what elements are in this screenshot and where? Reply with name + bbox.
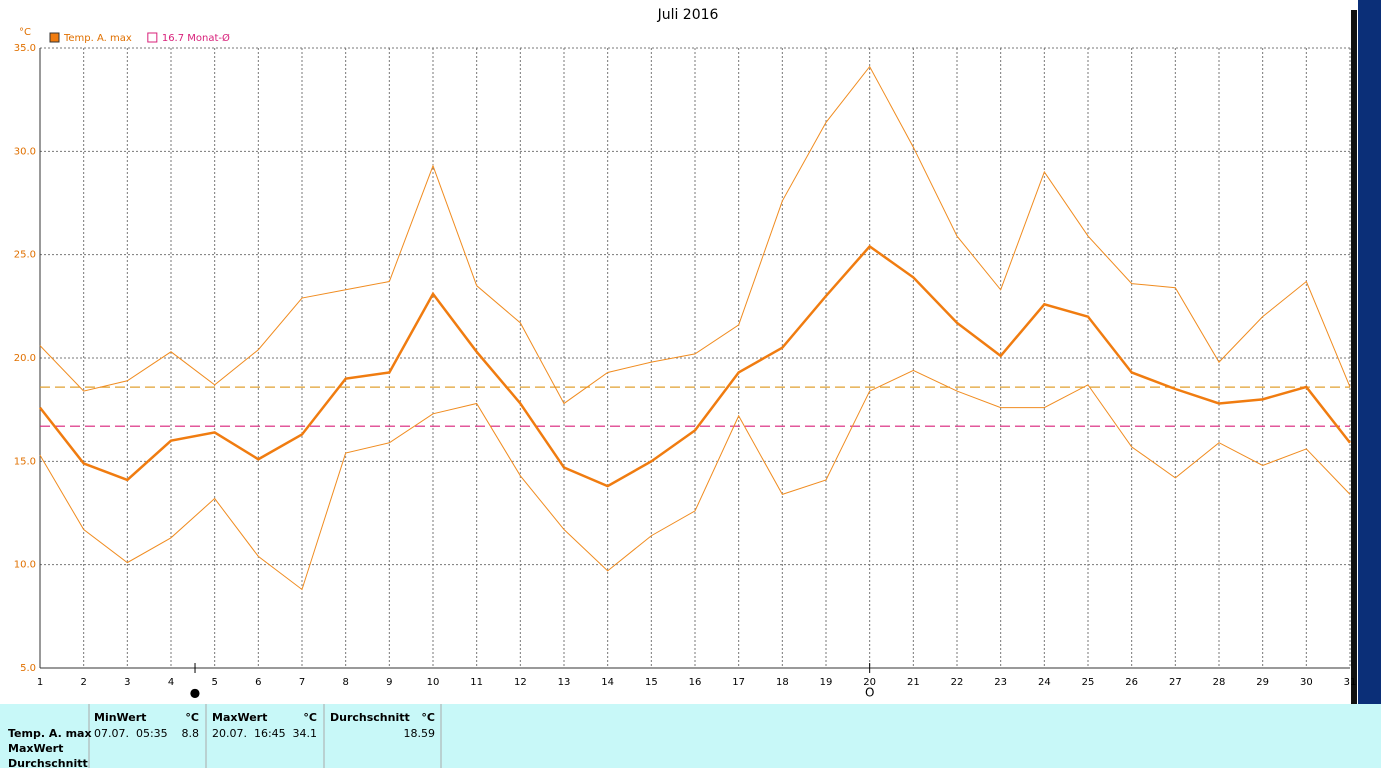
legend-label: Temp. A. max — [63, 33, 132, 44]
legend-swatch — [49, 32, 60, 43]
x-tick-label: 11 — [470, 677, 483, 688]
x-tick-label: 17 — [732, 677, 745, 688]
x-tick-label: 24 — [1038, 677, 1051, 688]
x-tick-label: 26 — [1125, 677, 1138, 688]
x-tick-label: 14 — [601, 677, 614, 688]
x-tick-label: 22 — [951, 677, 964, 688]
x-tick-label: 2 — [80, 677, 86, 688]
x-tick-label: 15 — [645, 677, 658, 688]
x-tick-label: 8 — [342, 677, 348, 688]
x-tick-label: 16 — [689, 677, 702, 688]
y-unit: °C — [19, 27, 31, 38]
x-tick-label: 12 — [514, 677, 527, 688]
moon-phase: ● — [190, 686, 200, 700]
window-border — [1351, 10, 1357, 704]
legend-swatch — [147, 32, 158, 43]
row-label: Durchschnitt — [8, 757, 88, 768]
x-tick-label: 4 — [168, 677, 174, 688]
x-tick-label: 21 — [907, 677, 920, 688]
x-tick-label: 7 — [299, 677, 305, 688]
y-tick-label: 35.0 — [14, 43, 36, 54]
x-tick-label: 3 — [124, 677, 130, 688]
cell-time: 20.07. 16:45 — [212, 727, 286, 740]
x-tick-label: 6 — [255, 677, 261, 688]
y-tick-label: 15.0 — [14, 456, 36, 467]
x-tick-label: 20 — [863, 677, 876, 688]
table-dividers — [88, 704, 442, 768]
moon-phase: O — [865, 686, 874, 700]
y-tick-label: 5.0 — [20, 663, 36, 674]
x-tick-label: 5 — [211, 677, 217, 688]
x-tick-label: 1 — [37, 677, 43, 688]
series-line — [39, 65, 1351, 405]
y-tick-label: 20.0 — [14, 353, 36, 364]
row-label: MaxWert — [8, 742, 63, 755]
desktop-strip — [1358, 0, 1381, 704]
cell-time: 07.07. 05:35 — [94, 727, 168, 740]
column-unit: °C — [421, 711, 435, 724]
x-tick-label: 27 — [1169, 677, 1182, 688]
row-label: Temp. A. max — [8, 727, 92, 740]
x-tick-label: 25 — [1082, 677, 1095, 688]
column-unit: °C — [185, 711, 199, 724]
column-unit: °C — [303, 711, 317, 724]
table-background — [0, 704, 1381, 768]
y-tick-label: 10.0 — [14, 560, 36, 571]
cell-value: 34.1 — [293, 727, 318, 740]
x-tick-label: 19 — [820, 677, 833, 688]
series-line — [39, 244, 1351, 488]
x-tick-label: 18 — [776, 677, 789, 688]
x-tick-label: 30 — [1300, 677, 1313, 688]
series-line — [39, 369, 1351, 591]
x-tick-label: 23 — [994, 677, 1007, 688]
x-tick-label: 13 — [558, 677, 571, 688]
x-tick-label: 9 — [386, 677, 392, 688]
column-header: MaxWert — [212, 711, 267, 724]
column-header: Durchschnitt — [330, 711, 410, 724]
x-tick-label: 29 — [1256, 677, 1269, 688]
x-tick-label: 28 — [1213, 677, 1226, 688]
column-header: MinWert — [94, 711, 146, 724]
cell-value: 8.8 — [182, 727, 200, 740]
legend-label: 16.7 Monat-Ø — [162, 32, 230, 44]
x-tick-label: 10 — [427, 677, 440, 688]
y-tick-label: 25.0 — [14, 250, 36, 261]
x-tick-label: 31 — [1344, 677, 1357, 688]
cell-value: 18.59 — [404, 727, 436, 740]
y-tick-label: 30.0 — [14, 146, 36, 157]
chart-title: Juli 2016 — [657, 7, 719, 23]
